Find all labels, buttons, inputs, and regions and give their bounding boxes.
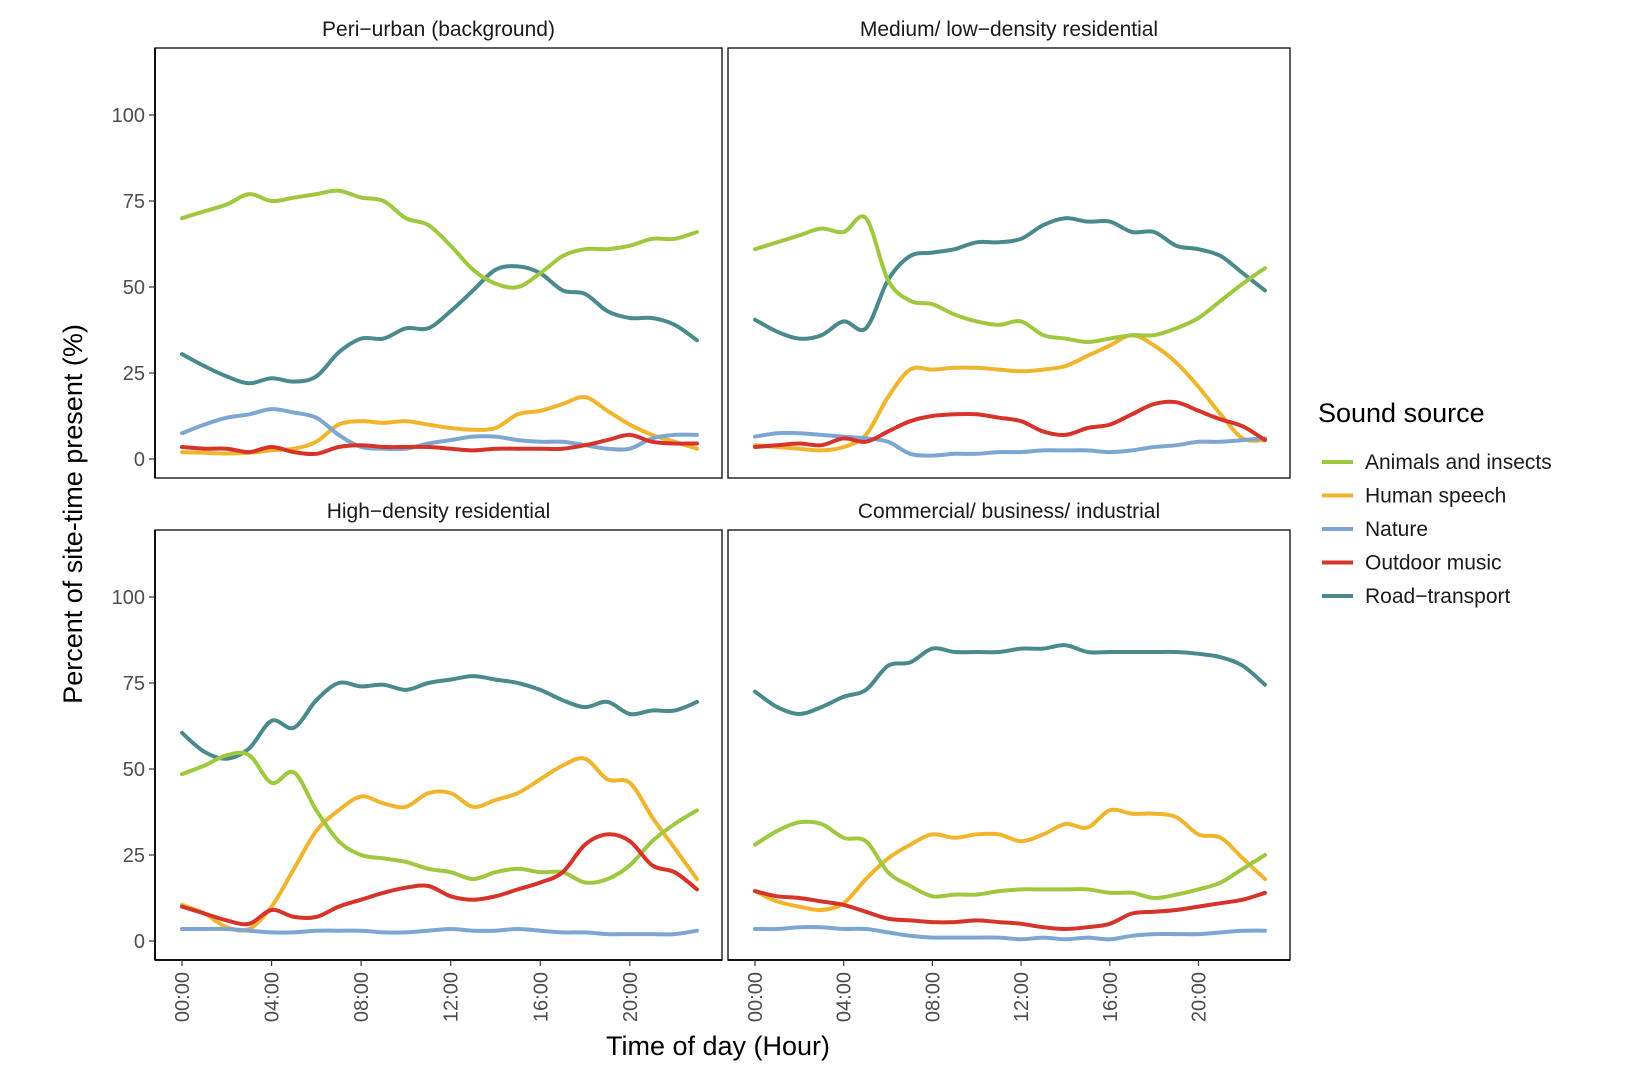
series-line-human-speech (753, 807, 1267, 913)
legend-item-nature: Nature (1322, 518, 1428, 541)
series-line-nature (753, 925, 1267, 942)
legend-label: Road−transport (1365, 585, 1511, 608)
series-line-animals-and-insects (180, 188, 699, 290)
series-line-road-transport (753, 216, 1267, 341)
series-line-road-transport (180, 264, 699, 386)
series-line-road-transport (753, 643, 1267, 716)
series-line-nature (180, 407, 699, 452)
x-tick-label: 20:00 (620, 972, 642, 1022)
legend-label: Nature (1365, 518, 1428, 541)
series-line-animals-and-insects (180, 750, 699, 885)
x-axis-title: Time of day (Hour) (606, 1031, 830, 1061)
series-line-outdoor-music (180, 832, 699, 927)
panel-peri-urban-background: Peri−urban (background) 0 25 50 75 100 (112, 18, 723, 479)
series-line-animals-and-insects (753, 214, 1267, 344)
panel-title: Medium/ low−density residential (860, 18, 1158, 41)
series-line-human-speech (180, 394, 699, 456)
series-line-road-transport (180, 674, 699, 761)
series-line-outdoor-music (180, 432, 699, 457)
panel-frame (727, 47, 1291, 479)
panel-frame (727, 529, 1291, 961)
series-line-outdoor-music (753, 889, 1267, 931)
y-tick-label: 100 (112, 105, 145, 127)
y-tick-label: 25 (123, 845, 145, 867)
panel-medium-low-density-residential: Medium/ low−density residential (727, 18, 1291, 479)
panel-frame (154, 529, 723, 961)
x-tick-label: 04:00 (834, 972, 856, 1022)
y-tick-label: 75 (123, 191, 145, 213)
x-tick-label: 04:00 (262, 972, 284, 1022)
x-tick-label: 16:00 (530, 972, 552, 1022)
x-tick-label: 16:00 (1100, 972, 1122, 1022)
series-line-human-speech (753, 333, 1267, 453)
series-line-nature (180, 926, 699, 937)
legend-item-human-speech: Human speech (1322, 485, 1506, 508)
legend-item-outdoor-music: Outdoor music (1322, 552, 1502, 575)
panel-title: Peri−urban (background) (322, 18, 555, 41)
panels-layer: Peri−urban (background) 0 25 50 75 100 Medium/… (112, 18, 1291, 1022)
panel-title: Commercial/ business/ industrial (858, 500, 1160, 523)
legend-item-animals-and-insects: Animals and insects (1322, 451, 1552, 474)
panel-commercial-business-industrial: Commercial/ business/ industrial 00:00 04:… (727, 500, 1291, 1022)
legend-label: Human speech (1365, 485, 1506, 508)
x-tick-label: 12:00 (441, 972, 463, 1022)
panel-title: High−density residential (327, 500, 551, 523)
x-tick-label: 08:00 (351, 972, 373, 1022)
y-axis-title: Percent of site-time present (%) (58, 324, 88, 704)
y-tick-label: 100 (112, 587, 145, 609)
legend: Sound source Animals and insects Human sp… (1318, 398, 1552, 608)
panel-high-density-residential: High−density residential 0 25 50 75 100 00:00 0… (112, 500, 723, 1022)
series-line-nature (753, 430, 1267, 458)
x-tick-label: 20:00 (1188, 972, 1210, 1022)
y-tick-label: 50 (123, 759, 145, 781)
series-line-animals-and-insects (753, 819, 1267, 901)
legend-entries: Animals and insects Human speech Nature Out… (1322, 451, 1552, 608)
y-tick-label: 50 (123, 277, 145, 299)
panel-frame (154, 47, 723, 479)
legend-title: Sound source (1318, 398, 1485, 428)
series-line-outdoor-music (753, 399, 1267, 449)
legend-label: Animals and insects (1365, 451, 1552, 474)
x-tick-label: 08:00 (922, 972, 944, 1022)
legend-item-road-transport: Road−transport (1322, 585, 1511, 608)
x-tick-label: 00:00 (172, 972, 194, 1022)
legend-label: Outdoor music (1365, 552, 1502, 575)
x-tick-label: 12:00 (1011, 972, 1033, 1022)
y-tick-label: 0 (134, 449, 145, 471)
y-tick-label: 75 (123, 673, 145, 695)
x-tick-label: 00:00 (745, 972, 767, 1022)
y-tick-label: 0 (134, 931, 145, 953)
series-line-human-speech (180, 756, 699, 933)
y-tick-label: 25 (123, 363, 145, 385)
